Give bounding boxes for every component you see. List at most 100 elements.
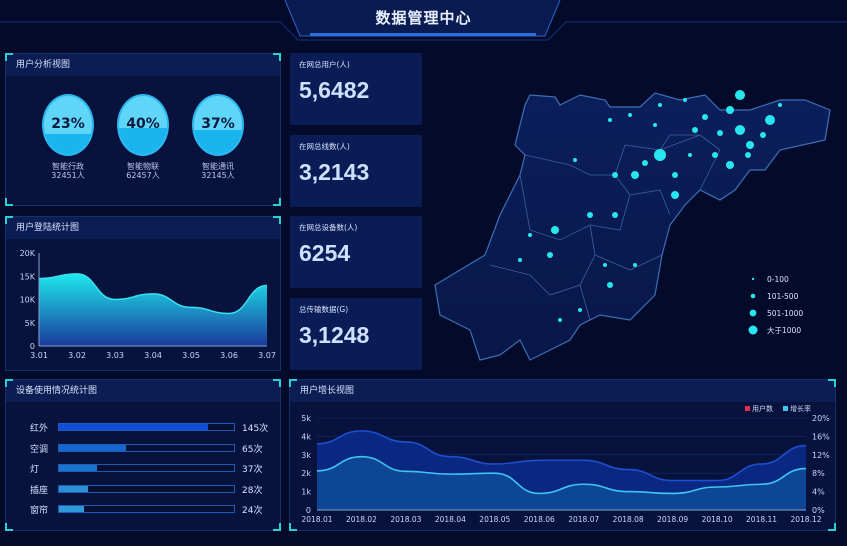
map-dot[interactable]: [642, 160, 648, 166]
legend-label[interactable]: 用户数: [752, 404, 773, 413]
map-dot[interactable]: [558, 318, 562, 322]
map-dot[interactable]: [688, 153, 692, 157]
x-tick-label: 2018.08: [613, 515, 644, 524]
map-dot[interactable]: [518, 258, 522, 262]
map-dot[interactable]: [612, 172, 618, 178]
map-dot[interactable]: [712, 152, 718, 158]
y-right-tick: 4%: [812, 488, 825, 497]
y-tick-label: 5K: [25, 319, 36, 328]
percent-ball: 40%: [117, 94, 169, 156]
device-row: 空调 65次: [30, 442, 280, 455]
map-legend-label: 0-100: [767, 275, 789, 284]
y-right-tick: 0%: [812, 506, 825, 515]
y-tick-label: 20K: [20, 249, 36, 258]
map-dot[interactable]: [603, 263, 607, 267]
map-dot[interactable]: [654, 149, 666, 161]
map-dot[interactable]: [683, 98, 687, 102]
map-dot[interactable]: [717, 130, 723, 136]
device-bar: [59, 424, 209, 430]
panel-title: 用户登陆统计图: [6, 217, 280, 239]
stat-value: 3,2143: [299, 158, 370, 185]
map-dot[interactable]: [608, 118, 612, 122]
x-tick-label: 2018.07: [568, 515, 599, 524]
map-dot[interactable]: [628, 113, 632, 117]
x-tick-label: 3.03: [106, 351, 124, 360]
ball-count: 32145人: [201, 171, 235, 180]
y-right-tick: 12%: [812, 451, 830, 460]
stat-card: 在网总线数(人) 3,2143: [290, 134, 422, 207]
map-dot[interactable]: [702, 114, 708, 120]
map-dot[interactable]: [631, 171, 639, 179]
device-row: 窗帘 24次: [30, 503, 280, 516]
stat-card: 在网总设备数(人) 6254: [290, 216, 422, 288]
device-row: 灯 37次: [30, 462, 280, 475]
map-dot[interactable]: [587, 212, 593, 218]
map-dot[interactable]: [765, 115, 775, 125]
device-bar-track: [58, 423, 235, 431]
map-dot[interactable]: [612, 212, 618, 218]
series-area: [317, 456, 806, 510]
map-dot[interactable]: [551, 226, 559, 234]
device-name: 空调: [30, 444, 49, 455]
map-dot[interactable]: [778, 103, 782, 107]
device-usage-panel: 设备使用情况统计图 红外 145次 空调 65次灯 37次 插座 28次 窗帘 24次: [5, 379, 281, 531]
map-dot[interactable]: [607, 282, 613, 288]
device-bar: [59, 465, 98, 471]
map-dot[interactable]: [528, 233, 532, 237]
stat-card: 在网总用户(人) 5,6482: [290, 53, 422, 125]
x-tick-label: 2018.09: [657, 515, 688, 524]
map-dot[interactable]: [672, 172, 678, 178]
device-value: 37次: [242, 465, 263, 475]
ball-percent: 37%: [201, 116, 235, 132]
map-dot[interactable]: [671, 191, 679, 199]
device-bar: [59, 444, 126, 451]
y-tick-label: 10K: [20, 296, 36, 305]
map-dot[interactable]: [578, 308, 582, 312]
x-tick-label: 3.07: [258, 351, 276, 360]
y-left-tick: 0: [306, 506, 311, 515]
map-dot[interactable]: [735, 90, 745, 100]
ball-name: 智能行政: [52, 162, 84, 171]
y-left-tick: 3k: [301, 451, 311, 460]
map-dot[interactable]: [658, 103, 662, 107]
map-dot[interactable]: [633, 263, 637, 267]
device-value: 24次: [242, 506, 263, 516]
stat-label: 在网总线数(人): [299, 141, 350, 151]
map-dot[interactable]: [726, 161, 734, 169]
map-dot[interactable]: [726, 106, 734, 114]
map-dot[interactable]: [746, 141, 754, 149]
map-dot[interactable]: [692, 127, 698, 133]
stat-label: 在网总设备数(人): [299, 223, 358, 232]
ball-percent: 40%: [126, 116, 160, 132]
legend-swatch: [783, 406, 788, 411]
map-dot[interactable]: [653, 123, 657, 127]
x-tick-label: 2018.04: [435, 515, 466, 524]
region-map[interactable]: 0-100 101-500 501-1000 大于1000: [430, 55, 847, 365]
page-title: 数据管理中心: [375, 9, 472, 27]
device-value: 28次: [242, 485, 263, 496]
device-bar: [59, 506, 84, 512]
login-area: [39, 273, 267, 346]
stat-card: 总传输数据(G) 3,1248: [290, 297, 422, 370]
legend-dot: [751, 277, 755, 281]
y-right-tick: 8%: [812, 469, 825, 478]
map-dot[interactable]: [745, 152, 751, 158]
map-dot[interactable]: [547, 252, 553, 258]
x-tick-label: 2018.05: [479, 515, 510, 524]
map-dot[interactable]: [573, 158, 577, 162]
stat-label: 在网总用户(人): [299, 60, 350, 69]
legend-label[interactable]: 增长率: [790, 404, 811, 413]
stat-value: 6254: [299, 240, 351, 266]
y-right-tick: 20%: [812, 414, 830, 423]
login-line: [38, 273, 268, 315]
map-legend-label: 大于1000: [767, 325, 801, 335]
map-dot[interactable]: [735, 125, 745, 135]
y-right-tick: 16%: [812, 432, 830, 441]
percent-ball: 23%: [42, 94, 94, 156]
series-line: [316, 455, 807, 495]
device-bar-track: [58, 464, 235, 472]
panel-title: 设备使用情况统计图: [6, 380, 280, 402]
map-dot[interactable]: [760, 132, 766, 138]
x-tick-label: 2018.03: [390, 515, 421, 524]
device-row: 插座 28次: [30, 483, 280, 496]
